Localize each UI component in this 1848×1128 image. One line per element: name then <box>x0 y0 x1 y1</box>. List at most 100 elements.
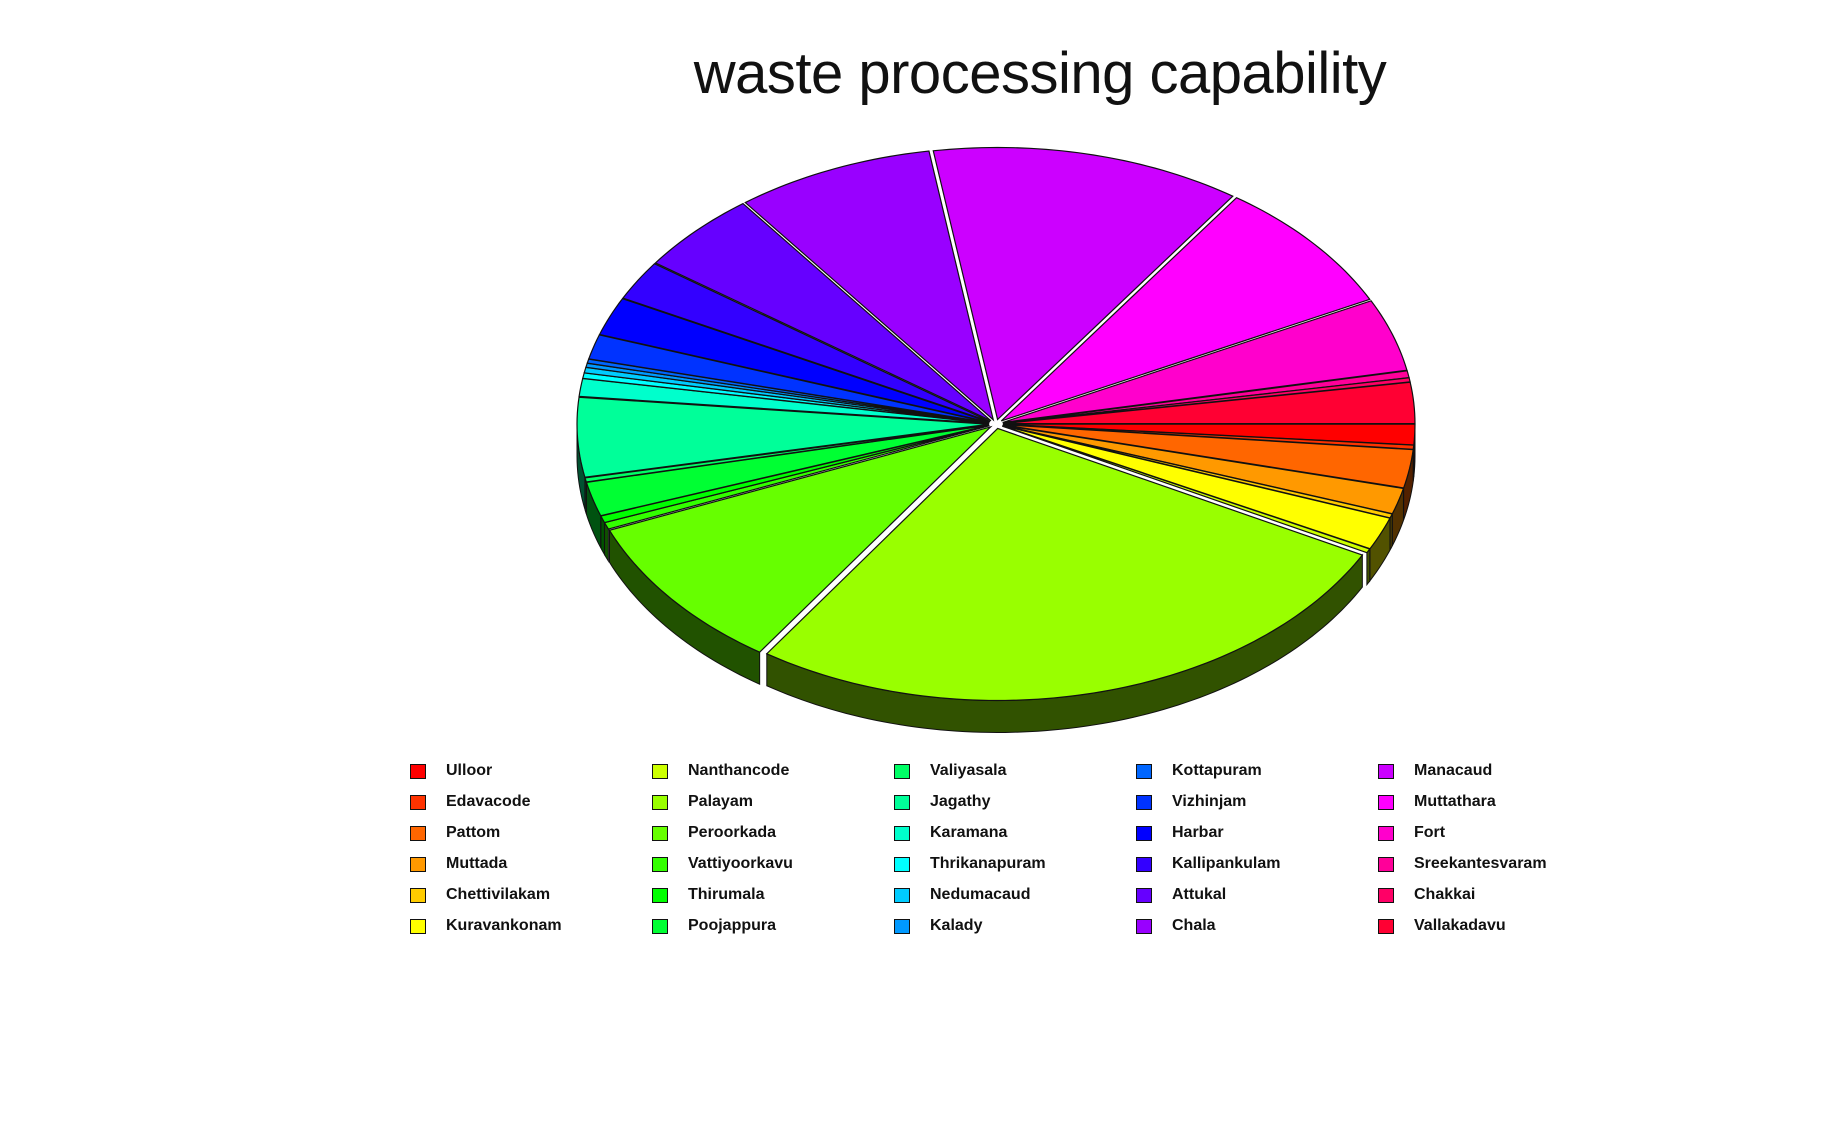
pie-slice-chala <box>744 150 995 422</box>
legend-label: Thrikanapuram <box>930 855 1046 872</box>
legend-item: Harbar <box>1136 822 1224 844</box>
legend-label: Valiyasala <box>930 762 1007 779</box>
legend-label: Pattom <box>446 824 501 841</box>
legend-item: Manacaud <box>1378 760 1492 782</box>
legend-label: Poojappura <box>688 917 777 934</box>
pie-slice-valiyasala <box>584 424 990 483</box>
legend-label: Nedumacaud <box>930 886 1031 903</box>
pie-slice-peroorkada <box>608 425 993 653</box>
legend-item: Vattiyoorkavu <box>652 853 793 875</box>
legend-item: Sreekantesvaram <box>1378 853 1547 875</box>
pie-slice-pattom <box>1002 424 1414 489</box>
legend-item: Nedumacaud <box>894 884 1030 906</box>
pie-slice-nanthancode <box>1002 425 1371 554</box>
legend-swatch <box>410 794 426 810</box>
pie-slice-vallakadavu <box>1002 381 1416 425</box>
legend-item: Pattom <box>410 822 500 844</box>
legend-item: Edavacode <box>410 791 530 813</box>
legend-label: Nanthancode <box>688 762 790 779</box>
legend-item: Palayam <box>652 791 753 813</box>
legend-label: Peroorkada <box>688 824 777 841</box>
legend-item: Karamana <box>894 822 1007 844</box>
legend-swatch <box>652 794 668 810</box>
legend-swatch <box>894 856 910 872</box>
legend-label: Edavacode <box>446 793 531 810</box>
pie-slice-muttathara <box>1000 196 1371 422</box>
pie-slice-kallipankulam <box>621 263 991 423</box>
legend-swatch <box>1136 887 1152 903</box>
legend-item: Nanthancode <box>652 760 789 782</box>
pie-slice-fort <box>1002 300 1408 424</box>
legend-label: Harbar <box>1172 824 1224 841</box>
legend-item: Kallipankulam <box>1136 853 1280 875</box>
legend-label: Kottapuram <box>1172 762 1262 779</box>
pie-slice-muttada <box>1002 424 1405 515</box>
legend-swatch <box>1378 763 1394 779</box>
legend-label: Attukal <box>1172 886 1227 903</box>
legend-item: Kottapuram <box>1136 760 1262 782</box>
legend-label: Kallipankulam <box>1172 855 1281 872</box>
legend-swatch <box>1136 856 1152 872</box>
legend-label: Karamana <box>930 824 1008 841</box>
legend-item: Peroorkada <box>652 822 776 844</box>
legend-item: Chakkai <box>1378 884 1475 906</box>
legend-swatch <box>652 856 668 872</box>
legend-item: Kalady <box>894 915 982 937</box>
legend-item: Thrikanapuram <box>894 853 1046 875</box>
legend-swatch <box>410 825 426 841</box>
pie-slice-jagathy <box>576 396 990 478</box>
legend-item: Vallakadavu <box>1378 915 1506 937</box>
legend-item: Kuravankonam <box>410 915 562 937</box>
legend-label: Kuravankonam <box>446 917 562 934</box>
legend-label: Muttathara <box>1414 793 1496 810</box>
pie-slice-vizhinjam <box>587 334 990 424</box>
legend-label: Fort <box>1414 824 1446 841</box>
legend-swatch <box>1136 763 1152 779</box>
pie-slice-harbar <box>598 297 990 423</box>
legend-item: Poojappura <box>652 915 776 937</box>
legend-item: Valiyasala <box>894 760 1007 782</box>
chart-legend: Ulloor Edavacode Pattom Muttada Chettivilaka… <box>410 760 1650 960</box>
legend-item: Attukal <box>1136 884 1226 906</box>
legend-swatch <box>410 856 426 872</box>
legend-label: Vattiyoorkavu <box>688 855 793 872</box>
chart-title: waste processing capability <box>693 41 1387 106</box>
legend-swatch <box>1136 794 1152 810</box>
legend-swatch <box>1378 887 1394 903</box>
legend-item: Fort <box>1378 822 1445 844</box>
pie-slice-manacaud <box>932 146 1234 421</box>
legend-label: Chala <box>1172 917 1216 934</box>
legend-label: Manacaud <box>1414 762 1493 779</box>
legend-item: Muttathara <box>1378 791 1496 813</box>
legend-label: Sreekantesvaram <box>1414 855 1547 872</box>
legend-swatch <box>652 763 668 779</box>
legend-label: Thirumala <box>688 886 765 903</box>
legend-item: Chala <box>1136 915 1216 937</box>
legend-swatch <box>652 825 668 841</box>
legend-label: Chettivilakam <box>446 886 551 903</box>
legend-label: Muttada <box>446 855 508 872</box>
legend-label: Vallakadavu <box>1414 917 1506 934</box>
legend-swatch <box>1378 825 1394 841</box>
legend-swatch <box>652 918 668 934</box>
legend-item: Thirumala <box>652 884 764 906</box>
legend-swatch <box>894 794 910 810</box>
legend-label: Chakkai <box>1414 886 1476 903</box>
legend-label: Jagathy <box>930 793 991 810</box>
pie-side-nanthancode <box>1366 547 1371 587</box>
legend-swatch <box>894 763 910 779</box>
legend-item: Muttada <box>410 853 507 875</box>
legend-swatch <box>410 887 426 903</box>
legend-swatch <box>1378 794 1394 810</box>
legend-label: Vizhinjam <box>1172 793 1247 810</box>
legend-swatch <box>1136 825 1152 841</box>
legend-label: Palayam <box>688 793 753 810</box>
legend-item: Chettivilakam <box>410 884 550 906</box>
legend-swatch <box>652 887 668 903</box>
pie-slice-attukal <box>654 202 992 422</box>
legend-swatch <box>894 918 910 934</box>
legend-swatch <box>410 763 426 779</box>
legend-swatch <box>1378 856 1394 872</box>
legend-item: Vizhinjam <box>1136 791 1246 813</box>
